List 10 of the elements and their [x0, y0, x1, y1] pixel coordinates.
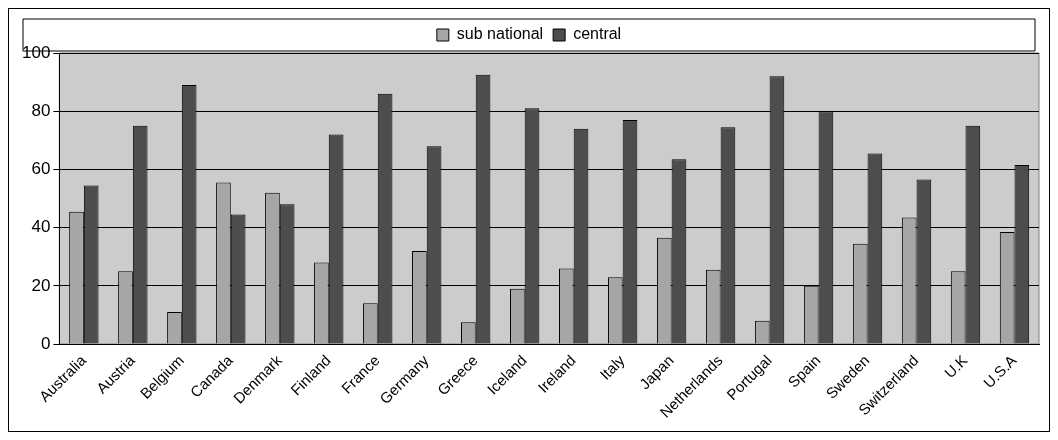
- legend-label: central: [573, 25, 622, 43]
- x-tick-label: U.K: [940, 351, 971, 382]
- legend-label: sub national: [456, 25, 544, 43]
- x-tick-label: Italy: [596, 351, 629, 383]
- y-tick-label: 60: [31, 159, 51, 179]
- y-tick-label: 20: [31, 275, 51, 295]
- y-tick-label: 0: [40, 333, 51, 353]
- y-tick-label: 100: [21, 42, 51, 62]
- y-tick-label: 40: [31, 217, 51, 237]
- y-tick-label: 80: [31, 100, 51, 120]
